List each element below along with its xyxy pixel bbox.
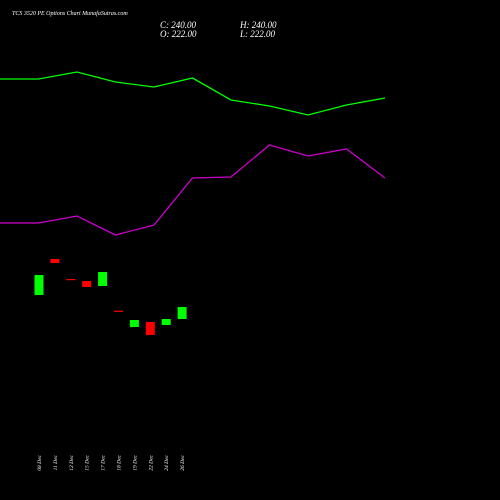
- candle-body: [129, 320, 139, 327]
- candle-body: [66, 279, 76, 281]
- x-tick-label: 26 Dec: [180, 454, 186, 470]
- chart-title: TCS 3520 PE Options Chart MunafaSutras.c…: [12, 10, 128, 17]
- x-tick-label: 18 Dec: [117, 454, 123, 470]
- candle-body: [177, 307, 187, 319]
- x-tick-label: 24 Dec: [163, 454, 170, 470]
- indicator-line: [0, 71, 386, 116]
- high-text: H: 240.00: [239, 20, 277, 30]
- candle-body: [82, 281, 92, 287]
- candle-body: [145, 322, 155, 335]
- x-tick-label: 12 Dec: [69, 454, 75, 470]
- low-text: L: 222.00: [239, 29, 276, 39]
- x-tick-label: 15 Dec: [85, 454, 91, 470]
- candle-body: [50, 259, 60, 263]
- close-text: C: 240.00: [160, 20, 197, 30]
- x-tick-label: 22 Dec: [148, 454, 154, 470]
- candle-body: [98, 272, 108, 286]
- candle-body: [34, 275, 44, 295]
- candle-body: [114, 310, 123, 312]
- x-tick-label: 17 Dec: [101, 454, 107, 470]
- x-tick-label: 08 Dec: [37, 454, 43, 470]
- x-tick-label: 19 Dec: [132, 454, 138, 470]
- open-text: O: 222.00: [160, 29, 197, 39]
- indicator-line: [0, 144, 386, 236]
- candle-body: [161, 319, 171, 325]
- x-tick-label: 11 Dec: [53, 454, 59, 470]
